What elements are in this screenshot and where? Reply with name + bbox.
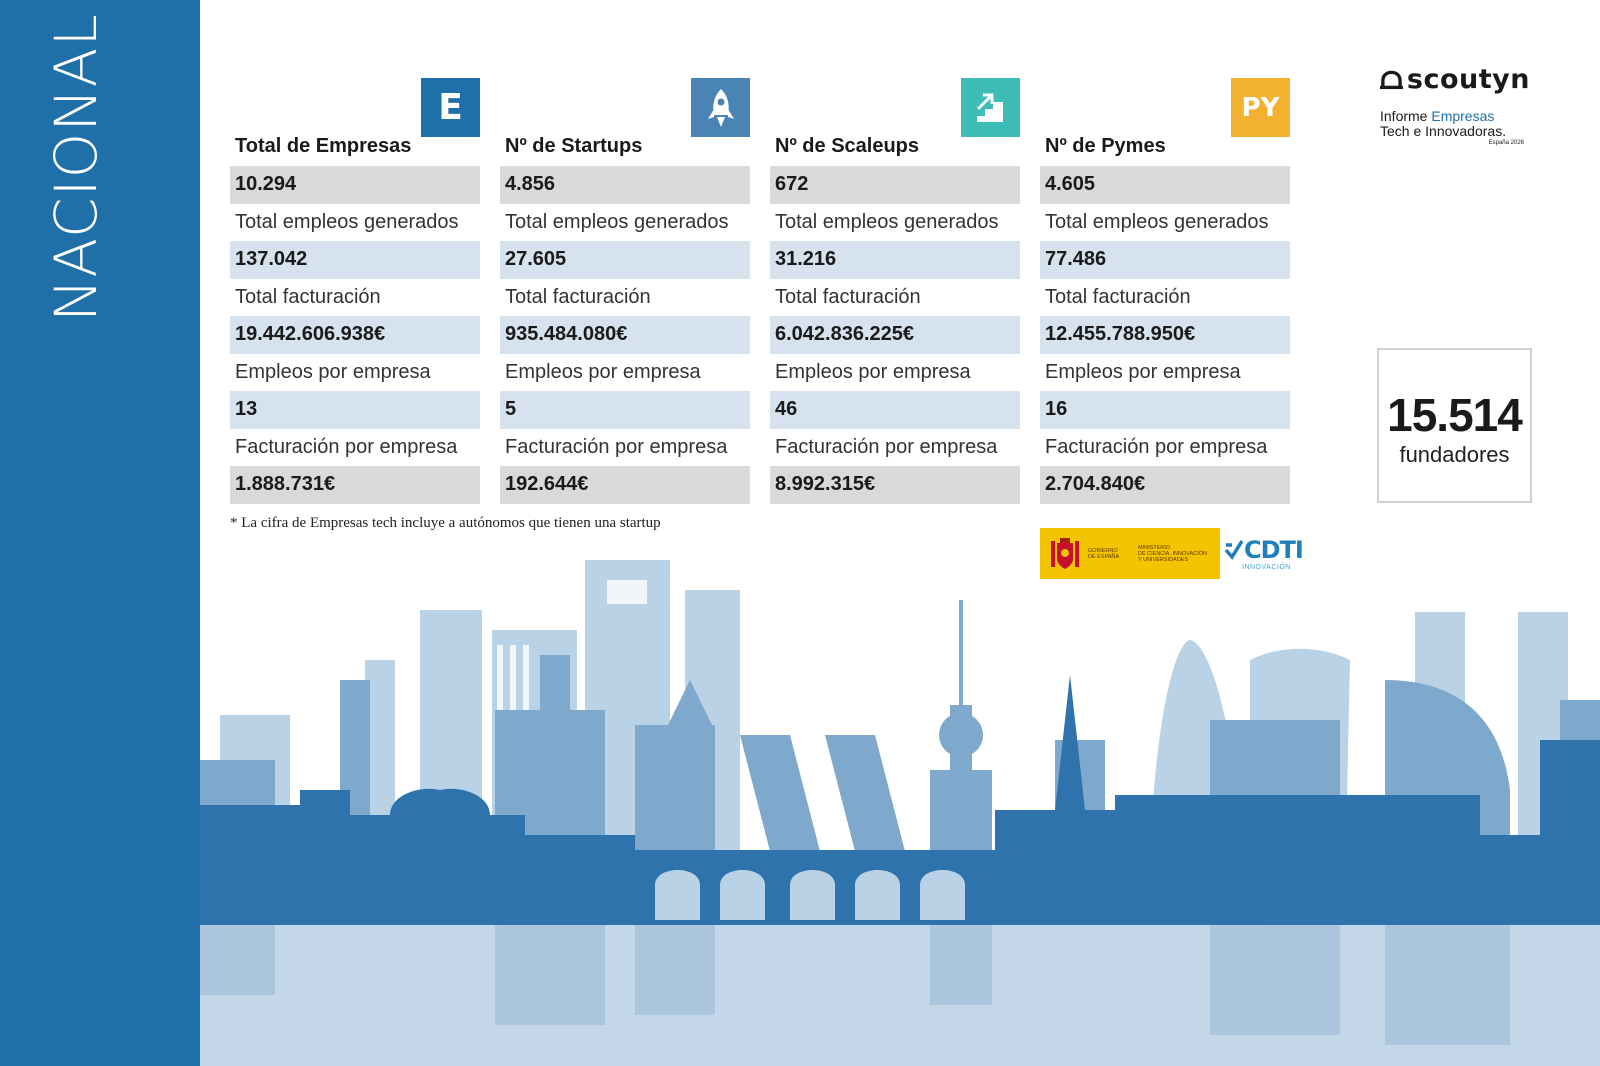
cdti-logo: CDTI INNOVACIÓN [1224, 528, 1304, 579]
cdti-subtext: INNOVACIÓN [1242, 564, 1291, 571]
count-value: 4.605 [1040, 166, 1290, 204]
employees-per-company-value: 5 [500, 391, 750, 429]
employees-per-company-label: Empleos por empresa [505, 360, 701, 383]
checkmark-icon [1224, 540, 1244, 560]
report-word-empresas: Empresas [1431, 108, 1495, 124]
employees-label: Total empleos generados [775, 210, 999, 233]
founders-number: 15.514 [1387, 389, 1523, 441]
gov-left-text: GOBIERNO DE ESPAÑA [1088, 547, 1120, 560]
gov-right-text: MINISTERIO DE CIENCIA, INNOVACIÓN Y UNIV… [1138, 544, 1207, 563]
employees-value: 31.216 [770, 241, 1020, 279]
footnote: * La cifra de Empresas tech incluye a au… [230, 515, 661, 531]
gobierno-espana-logo: GOBIERNO DE ESPAÑA MINISTERIO DE CIENCIA… [1040, 528, 1220, 579]
employees-value: 77.486 [1040, 241, 1290, 279]
revenue-label: Total facturación [1045, 285, 1191, 308]
count-value: 4.856 [500, 166, 750, 204]
brand-block: scoutyn Informe Empresas Tech e Innovado… [1380, 64, 1530, 147]
stairs-arrow-icon [961, 78, 1020, 137]
employees-label: Total empleos generados [235, 210, 459, 233]
report-word-informe: Informe [1380, 108, 1428, 124]
column-title: Nº de Pymes [1045, 135, 1166, 157]
letter-e-icon: E [421, 78, 480, 137]
founders-label: fundadores [1399, 442, 1510, 467]
count-value: 672 [770, 166, 1020, 204]
report-line-two: Tech e Innovadoras. [1380, 123, 1507, 139]
revenue-per-company-value: 8.992.315€ [770, 466, 1020, 504]
scoutyn-logo: scoutyn [1380, 64, 1530, 95]
revenue-value: 12.455.788.950€ [1040, 316, 1290, 354]
revenue-per-company-label: Facturación por empresa [775, 435, 998, 458]
count-value: 10.294 [230, 166, 480, 204]
arch-icon [1380, 70, 1403, 89]
revenue-per-company-label: Facturación por empresa [235, 435, 458, 458]
revenue-per-company-value: 192.644€ [500, 466, 750, 504]
revenue-value: 6.042.836.225€ [770, 316, 1020, 354]
revenue-label: Total facturación [505, 285, 651, 308]
column-title: Total de Empresas [235, 135, 412, 157]
cdti-text: CDTI [1244, 536, 1304, 564]
revenue-value: 935.484.080€ [500, 316, 750, 354]
employees-label: Total empleos generados [505, 210, 729, 233]
employees-per-company-label: Empleos por empresa [1045, 360, 1241, 383]
column-title: Nº de Scaleups [775, 135, 920, 157]
employees-per-company-value: 16 [1040, 391, 1290, 429]
brand-name: scoutyn [1406, 64, 1530, 95]
letters-py-icon: PY [1231, 78, 1290, 137]
report-title: Informe Empresas Tech e Innovadoras. Esp… [1380, 109, 1530, 147]
employees-per-company-label: Empleos por empresa [775, 360, 971, 383]
employees-per-company-value: 13 [230, 391, 480, 429]
revenue-label: Total facturación [235, 285, 381, 308]
revenue-per-company-value: 1.888.731€ [230, 466, 480, 504]
employees-label: Total empleos generados [1045, 210, 1269, 233]
employees-value: 137.042 [230, 241, 480, 279]
revenue-per-company-value: 2.704.840€ [1040, 466, 1290, 504]
employees-value: 27.605 [500, 241, 750, 279]
city-skyline-illustration [0, 560, 1600, 1066]
region-title: NACIONAL [42, 13, 110, 322]
founders-card: 15.514 fundadores [1377, 348, 1532, 503]
employees-per-company-label: Empleos por empresa [235, 360, 431, 383]
revenue-value: 19.442.606.938€ [230, 316, 480, 354]
revenue-per-company-label: Facturación por empresa [505, 435, 728, 458]
coat-of-arms-icon [1051, 537, 1079, 569]
rocket-icon [691, 78, 750, 137]
report-edition: España 2026 [1488, 140, 1524, 146]
employees-per-company-value: 46 [770, 391, 1020, 429]
column-title: Nº de Startups [505, 135, 643, 157]
sidebar-panel: NACIONAL [0, 0, 200, 1066]
revenue-per-company-label: Facturación por empresa [1045, 435, 1268, 458]
revenue-label: Total facturación [775, 285, 921, 308]
